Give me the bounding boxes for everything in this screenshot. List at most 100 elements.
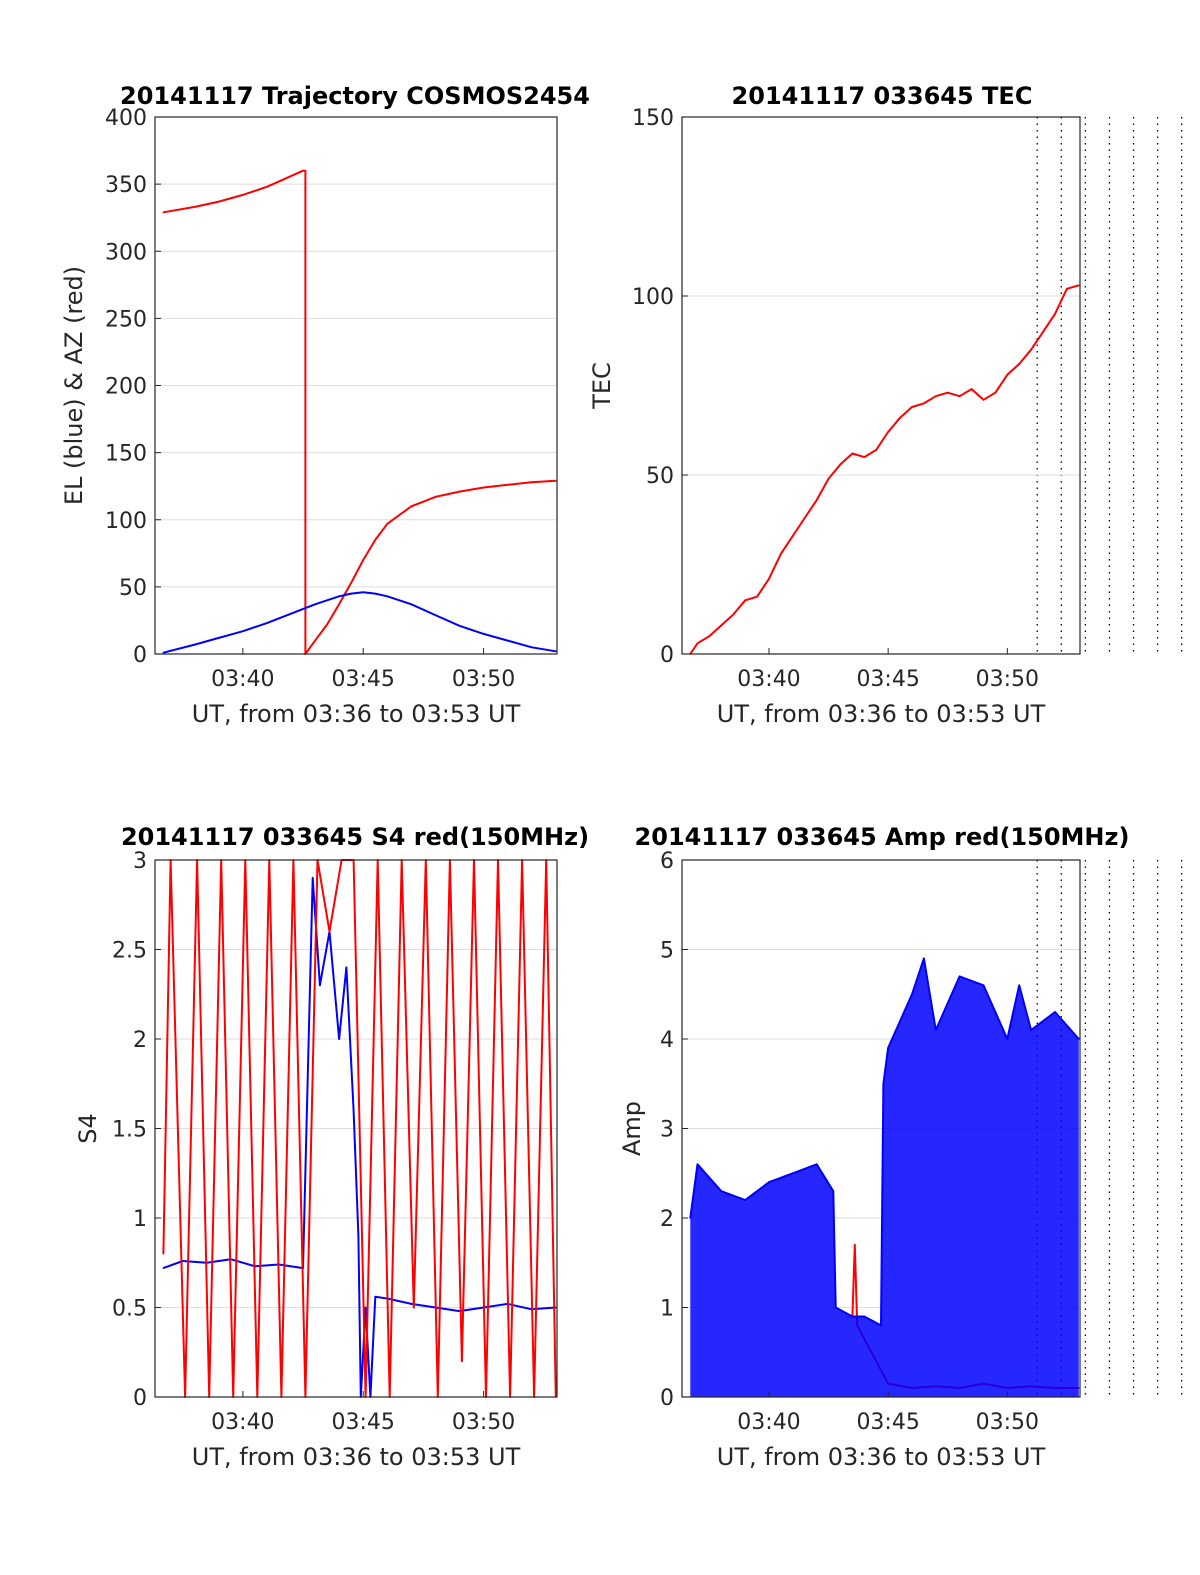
data-point xyxy=(1078,284,1080,287)
data-point xyxy=(1006,1038,1009,1040)
series-line xyxy=(163,876,556,1398)
data-point xyxy=(994,391,997,394)
data-point xyxy=(162,1267,165,1269)
x-tick-label: 03:50 xyxy=(976,1410,1039,1435)
data-point xyxy=(412,1306,415,1309)
series-line xyxy=(689,957,1080,1327)
data-point xyxy=(410,603,413,606)
data-point xyxy=(732,613,735,616)
data-point xyxy=(506,484,509,486)
y-tick-label: 350 xyxy=(105,173,147,198)
y-tick-label: 250 xyxy=(105,307,147,332)
data-point xyxy=(958,395,961,398)
series-0 xyxy=(162,169,557,655)
data-point xyxy=(338,1038,340,1040)
x-axis-label: UT, from 03:36 to 03:53 UT xyxy=(192,700,521,728)
data-point xyxy=(386,595,389,598)
data-point xyxy=(768,1181,770,1183)
data-point xyxy=(853,1244,856,1246)
x-tick-label: 03:45 xyxy=(856,1410,919,1435)
data-point xyxy=(374,539,377,541)
y-tick-label: 0.5 xyxy=(112,1297,147,1322)
series-0 xyxy=(689,284,1080,655)
data-point xyxy=(374,1295,377,1298)
data-point xyxy=(851,1315,854,1318)
data-point xyxy=(970,388,973,390)
data-point xyxy=(1030,348,1032,351)
data-point xyxy=(162,211,165,214)
data-point xyxy=(982,399,985,401)
data-point xyxy=(882,1082,885,1085)
data-point xyxy=(461,1360,463,1362)
data-point xyxy=(217,637,220,639)
data-point xyxy=(834,1306,837,1309)
y-axis-label: TEC xyxy=(588,362,616,410)
y-tick-label: 1.5 xyxy=(112,1118,147,1143)
data-point xyxy=(326,623,328,626)
y-tick-label: 0 xyxy=(133,643,147,668)
data-point xyxy=(851,452,854,455)
data-point xyxy=(319,984,321,987)
data-point xyxy=(946,391,949,394)
y-tick-label: 50 xyxy=(646,464,674,489)
y-tick-label: 0 xyxy=(660,1386,674,1411)
data-point xyxy=(482,486,485,489)
data-point xyxy=(1054,1011,1056,1013)
data-point xyxy=(386,522,389,525)
y-tick-label: 3 xyxy=(133,849,147,874)
data-point xyxy=(290,175,292,177)
data-point xyxy=(458,625,461,627)
data-point xyxy=(832,1190,835,1192)
x-tick-label: 03:45 xyxy=(332,667,395,692)
data-point xyxy=(887,431,889,433)
data-point xyxy=(242,630,244,632)
data-point xyxy=(863,1315,866,1318)
data-point xyxy=(314,639,316,642)
data-point xyxy=(923,957,925,960)
data-point xyxy=(911,406,913,408)
data-point xyxy=(744,1199,746,1201)
tec-panel: 0 50 100 150 03:40 03:45 03:50 20141117 033645 … xyxy=(588,82,1081,728)
data-point xyxy=(958,975,961,978)
data-point xyxy=(338,595,340,598)
data-point xyxy=(923,402,925,405)
series-line xyxy=(162,859,557,1398)
y-tick-label: 400 xyxy=(105,106,147,131)
x-tick-label: 03:40 xyxy=(211,1410,274,1435)
data-point xyxy=(242,194,244,196)
data-point xyxy=(815,499,818,501)
data-point xyxy=(266,622,268,624)
y-tick-label: 6 xyxy=(660,849,674,874)
data-point xyxy=(1018,984,1021,987)
series-line xyxy=(689,284,1080,655)
y-tick-label: 0 xyxy=(133,1386,147,1411)
data-point xyxy=(696,642,699,645)
y-tick-label: 1 xyxy=(660,1297,674,1322)
x-tick-label: 03:40 xyxy=(211,667,274,692)
data-point xyxy=(839,463,842,466)
chart-title: 20141117 Trajectory COSMOS2454 xyxy=(120,82,590,110)
data-point xyxy=(554,650,557,653)
data-point xyxy=(338,603,340,606)
data-point xyxy=(911,993,913,996)
data-point xyxy=(328,930,331,933)
data-point xyxy=(352,1109,355,1112)
data-point xyxy=(1042,331,1044,333)
data-point xyxy=(162,1253,165,1255)
data-point xyxy=(708,635,711,637)
plot-frame xyxy=(681,116,1081,655)
data-point xyxy=(290,612,292,615)
data-point xyxy=(863,456,866,458)
data-point xyxy=(217,200,220,203)
data-point xyxy=(827,477,830,480)
data-point xyxy=(530,646,533,649)
data-point xyxy=(362,591,365,594)
data-point xyxy=(410,505,413,508)
data-point xyxy=(875,449,878,451)
y-axis-label: EL (blue) & AZ (red) xyxy=(60,266,88,505)
data-point xyxy=(756,595,758,598)
data-point xyxy=(302,169,304,172)
series-line xyxy=(163,169,556,655)
data-point xyxy=(1066,288,1068,290)
data-point xyxy=(982,984,985,987)
